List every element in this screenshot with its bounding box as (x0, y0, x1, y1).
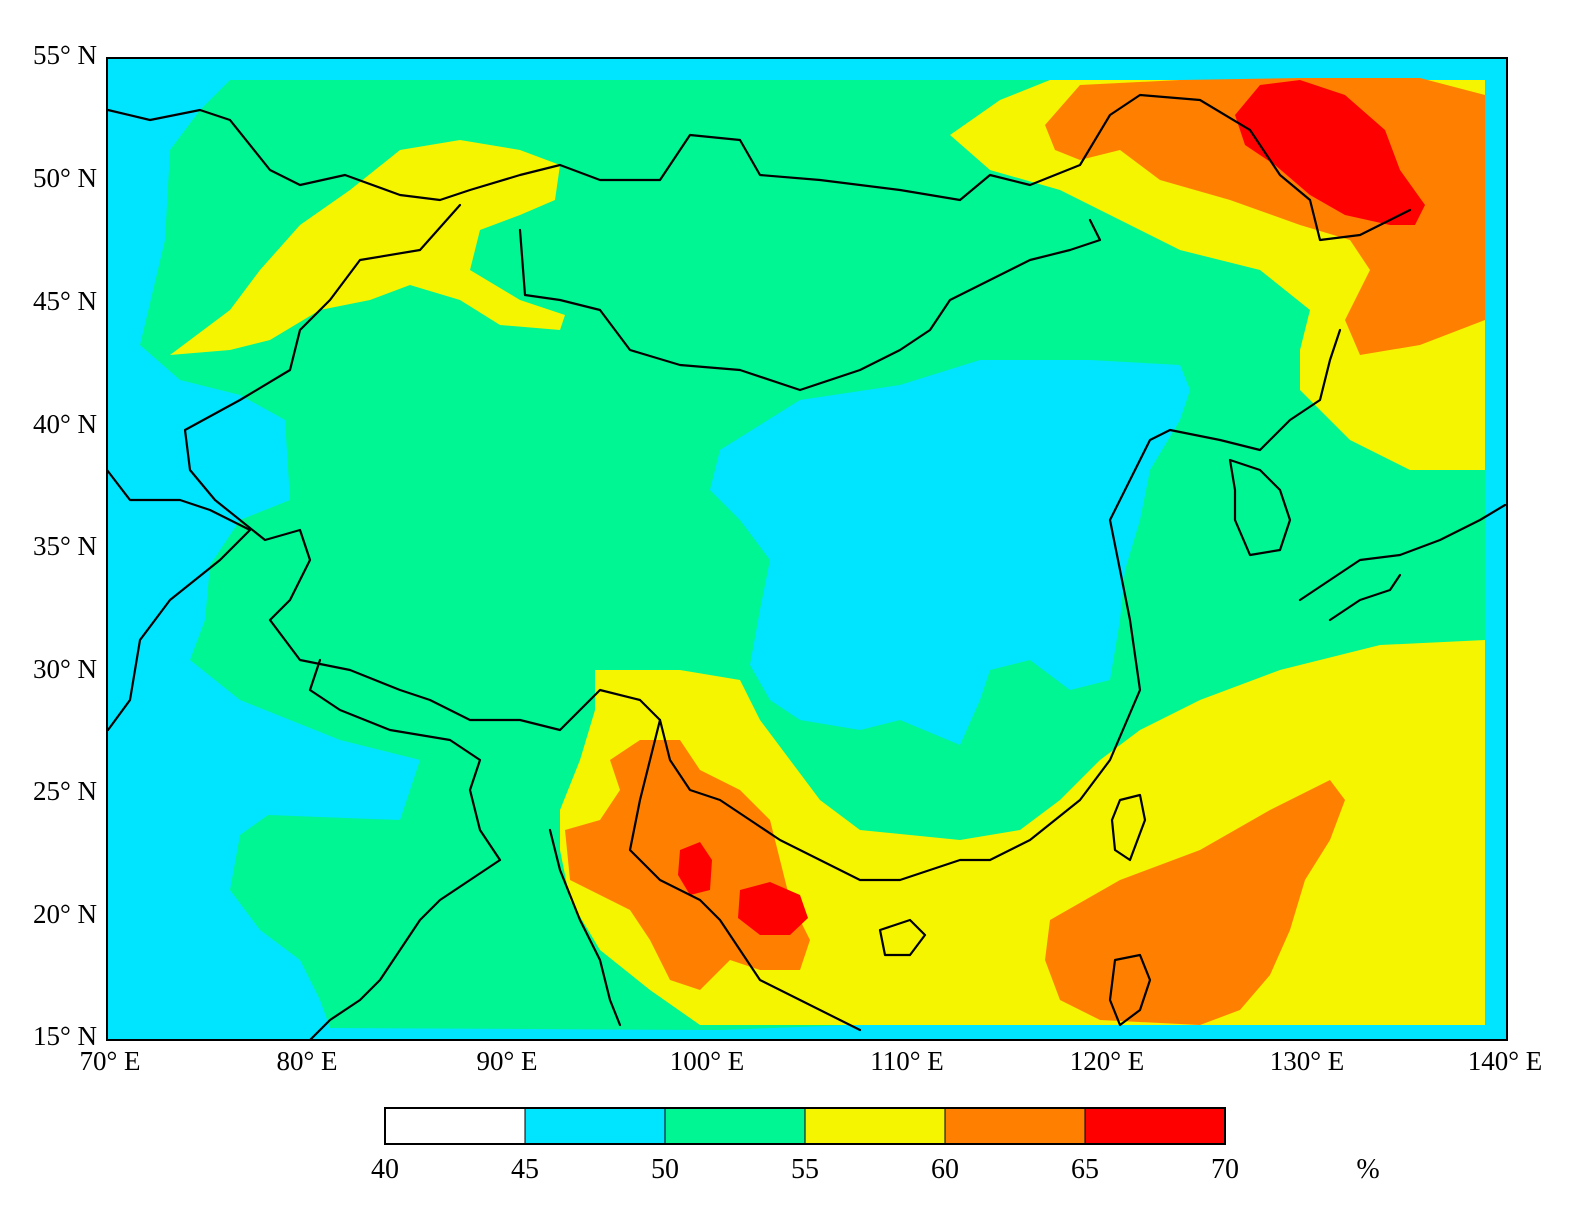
legend-tick-65: 65 (1071, 1154, 1099, 1185)
legend-bin-55-60 (804, 1107, 946, 1145)
legend-tick-60: 60 (931, 1154, 959, 1185)
field-45-50-east-china (710, 360, 1190, 745)
border-indochina (548, 718, 862, 1032)
lon-label-100: 100° E (670, 1046, 745, 1076)
lon-label-70: 70° E (79, 1046, 140, 1076)
lat-label-35: 35° N (33, 531, 97, 561)
lat-label-25: 25° N (33, 776, 97, 806)
color-legend: 40 45 50 55 60 65 70 % (371, 1107, 1380, 1185)
legend-tick-70: 70 (1211, 1154, 1239, 1185)
lon-label-80: 80° E (276, 1046, 337, 1076)
legend-tick-40: 40 (371, 1154, 399, 1185)
border-taiwan (1110, 793, 1147, 862)
legend-tick-55: 55 (791, 1154, 819, 1185)
legend-ticks: 40 45 50 55 60 65 70 (371, 1154, 1239, 1185)
border-japan (1298, 503, 1507, 622)
lat-label-40: 40° N (33, 409, 97, 439)
lat-label-20: 20° N (33, 899, 97, 929)
legend-bin-50-55 (664, 1107, 806, 1145)
border-south-asia (107, 468, 502, 1040)
map-panel (107, 58, 1507, 1040)
lon-label-110: 110° E (870, 1046, 944, 1076)
legend-bins (384, 1107, 1226, 1145)
legend-frame (384, 1107, 1226, 1145)
field-65-70-northeast (1235, 80, 1425, 225)
map-frame (106, 57, 1508, 1041)
legend-bin-60-65 (944, 1107, 1086, 1145)
lon-label-90: 90° E (476, 1046, 537, 1076)
border-korea (1228, 458, 1292, 557)
lat-label-15: 15° N (33, 1021, 97, 1051)
border-philippines (1108, 953, 1152, 1027)
legend-bin-65-70 (1084, 1107, 1226, 1145)
border-mongolia-south (518, 218, 1102, 392)
legend-bin-45-50 (524, 1107, 666, 1145)
field-60-65-west-pacific (1045, 780, 1345, 1025)
lon-label-130: 130° E (1270, 1046, 1345, 1076)
lat-label-45: 45° N (33, 286, 97, 316)
field-55-60-northwest (170, 140, 565, 355)
latitude-axis: 55° N 50° N 45° N 40° N 35° N 30° N 25° … (33, 40, 97, 1051)
lon-label-120: 120° E (1070, 1046, 1145, 1076)
legend-unit: % (1356, 1154, 1379, 1185)
border-china-west (183, 203, 1342, 882)
lat-label-55: 55° N (33, 40, 97, 70)
lat-label-50: 50° N (33, 163, 97, 193)
field-65-70-southeast-asia-b (738, 882, 808, 935)
lat-label-30: 30° N (33, 654, 97, 684)
lon-label-140: 140° E (1468, 1046, 1543, 1076)
border-hainan (878, 918, 927, 957)
legend-bin-40-45 (384, 1107, 526, 1145)
coastline-eurasia (107, 93, 1412, 242)
longitude-axis: 70° E 80° E 90° E 100° E 110° E 120° E 1… (79, 1046, 1542, 1076)
legend-tick-45: 45 (511, 1154, 539, 1185)
legend-tick-50: 50 (651, 1154, 679, 1185)
field-65-70-southeast-asia-a (678, 842, 712, 895)
